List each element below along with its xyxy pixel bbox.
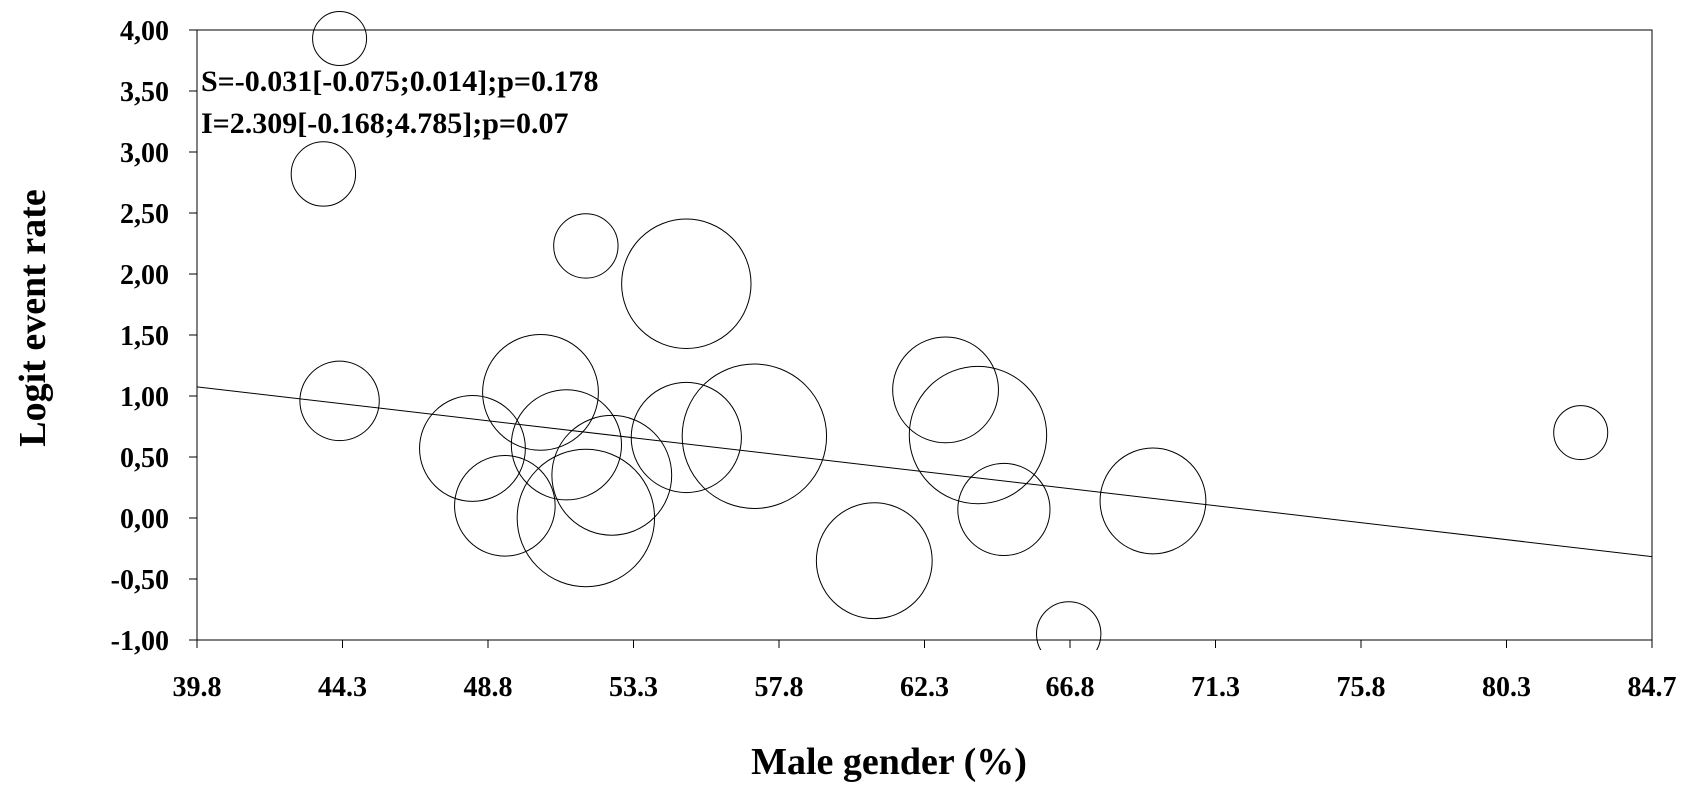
x-tick-label: 84.7 [1628,672,1677,703]
x-tick-label: 57.8 [755,672,804,703]
study-bubble [1553,405,1609,461]
study-bubble [815,502,933,620]
labels-layer: S=-0.031[-0.075;0.014];p=0.178 I=2.309[-… [12,65,1027,783]
y-tick-label: -1,00 [111,626,169,657]
axes-layer: 39.8 44.3 48.8 53.3 57.8 62.3 66.8 71.3 75.8 80.3… [111,16,1677,703]
y-tick-label: -0,50 [111,565,169,596]
study-bubble [1099,447,1207,555]
x-tick-label: 44.3 [318,672,367,703]
study-bubble [892,336,999,444]
study-bubble [516,448,656,588]
y-tick-label: 1,00 [120,382,169,413]
study-bubble [551,414,673,536]
study-bubble [908,365,1048,505]
y-tick-label: 2,00 [120,260,169,291]
study-bubble [299,360,380,442]
y-axis-title: Logit event rate [12,189,54,446]
study-bubble [419,395,526,502]
intercept-annotation: I=2.309[-0.168;4.785];p=0.07 [201,107,569,140]
y-tick-label: 4,00 [120,16,169,47]
study-bubble [621,218,752,349]
study-bubble [482,333,599,451]
x-tick-label: 66.8 [1046,672,1095,703]
x-tick-label: 39.8 [173,672,222,703]
regression-layer [196,386,1653,558]
x-tick-label: 75.8 [1337,672,1386,703]
study-bubble [630,381,742,494]
study-bubble [290,141,357,207]
x-tick-label: 62.3 [900,672,949,703]
study-bubble [957,462,1051,557]
x-tick-label: 53.3 [609,672,658,703]
x-tick-label: 48.8 [464,672,513,703]
study-bubble [510,389,623,501]
study-bubble [454,455,556,557]
bubbles-layer [290,11,1609,650]
x-tick-label: 80.3 [1482,672,1531,703]
y-tick-label: 3,00 [120,138,169,169]
study-bubble [681,363,828,509]
study-bubble [553,213,619,279]
y-tick-label: 0,50 [120,443,169,474]
study-bubble [312,11,368,67]
y-tick-label: 3,50 [120,77,169,108]
study-bubble [1036,601,1102,650]
x-tick-label: 71.3 [1191,672,1240,703]
y-tick-label: 1,50 [120,321,169,352]
y-tick-label: 2,50 [120,199,169,230]
regression-line [196,386,1653,558]
y-tick-label: 0,00 [120,504,169,535]
x-axis-title: Male gender (%) [751,741,1027,783]
slope-annotation: S=-0.031[-0.075;0.014];p=0.178 [201,65,599,98]
